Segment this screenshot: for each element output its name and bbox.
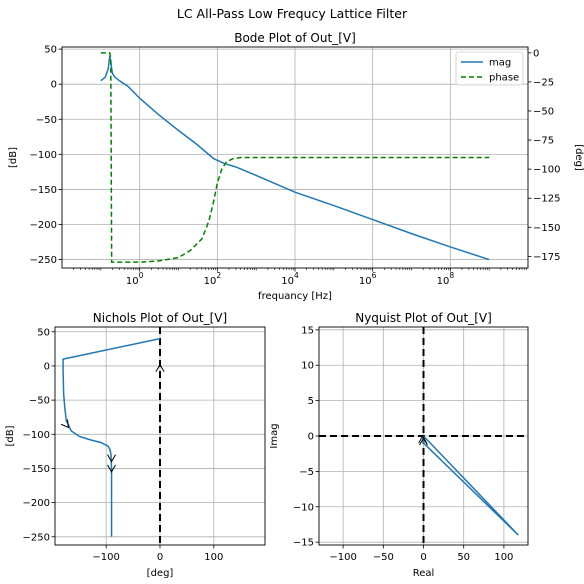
direction-arrow <box>60 419 70 429</box>
chart-title: Nichols Plot of Out_[V] <box>93 311 227 325</box>
direction-arrow <box>419 437 428 446</box>
x-tick-label-exponent: 6 <box>372 271 377 280</box>
x-tick-label-base: 10 <box>359 276 372 287</box>
y-tick-label: −250 <box>30 255 57 266</box>
legend-label-phase: phase <box>489 73 519 84</box>
direction-arrow <box>107 464 116 473</box>
chart-title: Bode Plot of Out_[V] <box>234 31 356 45</box>
y-tick-label: −150 <box>23 464 50 475</box>
y-tick-label: −200 <box>30 220 57 231</box>
y-right-axis-label: [deg] <box>573 144 584 171</box>
x-tick-label-base: 10 <box>281 276 294 287</box>
series-line-phase <box>100 52 490 263</box>
y-right-tick-label: −50 <box>533 106 554 117</box>
x-tick-label: −100 <box>92 552 119 563</box>
y-tick-label: −200 <box>23 498 50 509</box>
x-tick-label: 100 <box>204 552 223 563</box>
y-right-tick-label: −100 <box>533 165 560 176</box>
x-tick-label: 0 <box>157 552 163 563</box>
x-tick-label-exponent: 2 <box>216 271 221 280</box>
y-tick-label: −5 <box>299 467 314 478</box>
legend: mag phase <box>455 51 524 86</box>
y-right-tick-label: 0 <box>533 48 539 59</box>
y-tick-label: 0 <box>308 432 314 443</box>
x-axis-label: Real <box>413 568 435 579</box>
y-tick-label: −250 <box>23 532 50 543</box>
y-tick-label: 0 <box>51 80 57 91</box>
x-tick-label: −50 <box>373 552 394 563</box>
bode-plot: 100102104106108500−50−100−150−200−2500−2… <box>8 31 584 302</box>
x-tick-label-base: 10 <box>126 276 139 287</box>
x-tick-label-base: 10 <box>437 276 450 287</box>
x-tick-label: 100 <box>494 552 513 563</box>
x-tick-label-exponent: 8 <box>449 271 454 280</box>
series-line-nyquist-curve <box>422 435 519 536</box>
y-right-tick-label: −25 <box>533 77 554 88</box>
y-right-tick-label: −125 <box>533 194 560 205</box>
y-right-tick-label: −75 <box>533 136 554 147</box>
x-tick-label: 50 <box>457 552 470 563</box>
y-right-tick-label: −150 <box>533 223 560 234</box>
y-tick-label: −100 <box>30 150 57 161</box>
y-tick-label: −150 <box>30 185 57 196</box>
y-tick-label: −50 <box>29 396 50 407</box>
x-axis-label: frequancy [Hz] <box>258 291 332 302</box>
legend-label-mag: mag <box>489 58 511 69</box>
y-axis-label: [dB] <box>8 147 19 168</box>
y-tick-label: −15 <box>293 538 314 549</box>
direction-arrow <box>107 454 116 463</box>
nichols-plot: −100 0 100 50 0 −50 −100 −150 −200 −250 Nichols Pl… <box>5 311 266 579</box>
y-axis-label: [dB] <box>5 425 16 446</box>
y-right-tick-label: −175 <box>533 252 560 263</box>
figure-title: LC All-Pass Low Frequcy Lattice Filter <box>177 6 408 21</box>
x-tick-label-base: 10 <box>204 276 217 287</box>
series-line-nichols-curve <box>62 337 161 537</box>
x-axis-label: [deg] <box>147 568 174 579</box>
x-tick-label-exponent: 4 <box>294 271 299 280</box>
y-tick-label: 10 <box>301 361 314 372</box>
y-tick-label: −100 <box>23 430 50 441</box>
y-tick-label: −10 <box>293 502 314 513</box>
y-tick-label: 50 <box>44 45 57 56</box>
x-tick-label-exponent: 0 <box>139 271 144 280</box>
x-tick-label: −100 <box>329 552 356 563</box>
y-tick-label: 0 <box>44 361 50 372</box>
y-tick-label: 5 <box>308 396 314 407</box>
y-tick-label: −50 <box>36 115 57 126</box>
x-tick-label: 0 <box>420 552 426 563</box>
chart-title: Nyquist Plot of Out_[V] <box>355 311 492 325</box>
y-axis-label: Imag <box>269 423 280 448</box>
direction-arrow <box>155 363 165 372</box>
y-tick-label: 15 <box>301 325 314 336</box>
y-tick-label: 50 <box>37 327 50 338</box>
